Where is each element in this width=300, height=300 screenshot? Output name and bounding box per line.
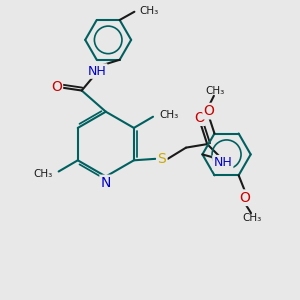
Text: CH₃: CH₃: [159, 110, 178, 120]
Text: O: O: [194, 111, 205, 124]
Text: CH₃: CH₃: [242, 213, 262, 223]
Text: CH₃: CH₃: [140, 6, 159, 16]
Text: CH₃: CH₃: [34, 169, 53, 178]
Text: O: O: [51, 80, 62, 94]
Text: S: S: [158, 152, 166, 166]
Text: CH₃: CH₃: [206, 85, 225, 95]
Text: O: O: [240, 191, 250, 205]
Text: NH: NH: [213, 156, 232, 169]
Text: O: O: [204, 104, 214, 118]
Text: NH: NH: [88, 64, 106, 78]
Text: N: N: [100, 176, 111, 190]
